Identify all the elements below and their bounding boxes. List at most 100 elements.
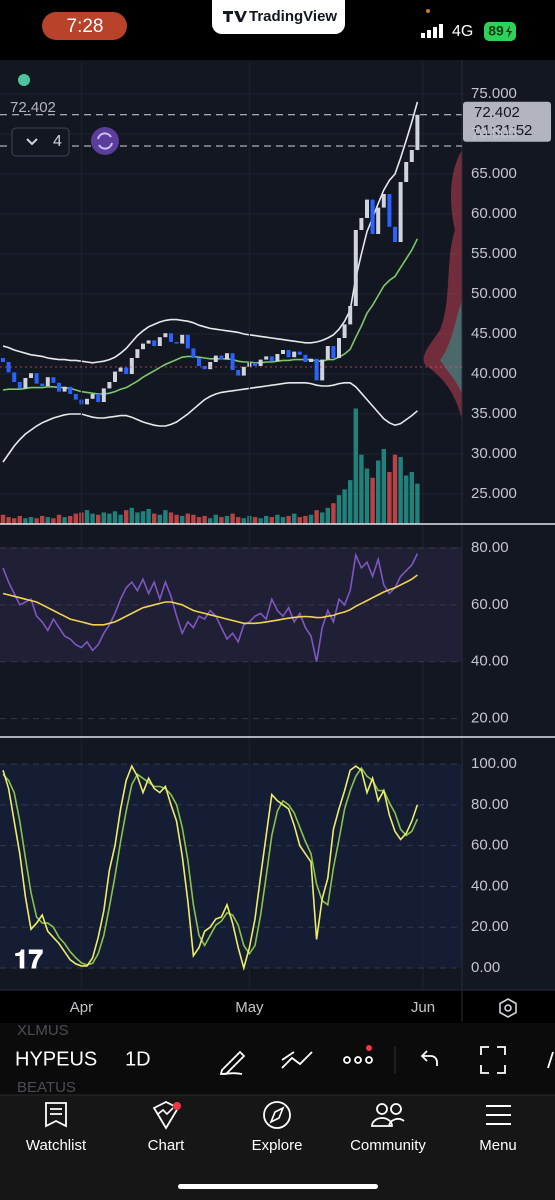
candle	[275, 354, 280, 362]
y-tick-label: 80.00	[471, 539, 509, 556]
candle	[241, 366, 246, 376]
fullscreen-icon[interactable]	[480, 1046, 506, 1074]
toolbar	[0, 1023, 555, 1095]
lines-icon[interactable]	[281, 1051, 313, 1069]
series-line	[2, 574, 418, 626]
y-tick-label: 60.00	[471, 596, 509, 613]
draw-icon[interactable]	[219, 1050, 246, 1075]
home-indicator	[178, 1184, 378, 1189]
candle	[6, 362, 11, 373]
volume-bar	[314, 510, 319, 524]
candle	[393, 226, 397, 242]
interval[interactable]: 1D	[125, 1048, 151, 1070]
volume-bar	[269, 517, 274, 524]
nav-label[interactable]: Menu	[479, 1137, 517, 1154]
volume-bar	[241, 518, 246, 524]
volume-bar	[230, 513, 235, 524]
candle	[314, 358, 319, 381]
battery-level: 89	[488, 23, 504, 39]
y-tick-label: 30.000	[471, 445, 517, 462]
signal-bars	[421, 24, 443, 38]
status-time: 7:28	[67, 16, 104, 37]
candle	[129, 358, 134, 374]
candle	[225, 353, 229, 360]
symbol-next[interactable]: BEATUS	[17, 1079, 76, 1096]
volume-bar	[45, 517, 50, 524]
candle	[57, 382, 61, 392]
volume-bar	[140, 511, 146, 524]
y-tick-label: 55.000	[471, 245, 517, 262]
sync-button[interactable]	[91, 127, 119, 155]
volume-bar	[275, 514, 280, 524]
x-tick-label: May	[235, 999, 264, 1016]
volume-bar	[398, 457, 403, 524]
candle	[185, 334, 190, 349]
nav-label[interactable]: Watchlist	[26, 1137, 87, 1154]
candle	[320, 359, 325, 381]
candle	[180, 334, 185, 344]
community-icon[interactable]	[371, 1103, 405, 1127]
y-tick-label: 60.000	[471, 205, 517, 222]
price-badge	[463, 101, 551, 142]
series-line	[2, 382, 418, 463]
candle	[197, 358, 201, 366]
candle	[286, 350, 291, 358]
undo-icon[interactable]	[420, 1050, 438, 1066]
network: 4G	[452, 23, 473, 40]
volume-bar	[224, 515, 230, 524]
settings-icon[interactable]	[499, 998, 517, 1018]
candle	[62, 386, 67, 392]
explore-icon[interactable]	[263, 1101, 291, 1129]
app-pill	[212, 0, 345, 34]
volume-bar	[168, 512, 174, 524]
candle	[398, 182, 403, 242]
candle	[342, 324, 347, 338]
candle	[169, 333, 173, 342]
volume-bar	[40, 515, 45, 524]
volume-bar	[409, 472, 414, 524]
candle	[12, 372, 17, 382]
nav-label[interactable]: Chart	[148, 1137, 186, 1154]
y-tick-label: 80.00	[471, 796, 509, 813]
volume-bar	[84, 510, 90, 524]
indicator-toggle[interactable]	[11, 127, 70, 157]
badge-price: 72.402	[474, 104, 520, 121]
y-tick-label: 65.000	[471, 165, 517, 182]
symbol-current[interactable]: HYPEUS	[15, 1048, 97, 1070]
chart-icon-line	[157, 1107, 174, 1116]
volume-bar	[292, 513, 297, 524]
candle	[337, 338, 341, 358]
menu-icon[interactable]	[486, 1105, 511, 1125]
symbol-prev[interactable]: XLMUS	[17, 1022, 69, 1039]
volume-bar	[23, 518, 28, 524]
watchlist-icon[interactable]	[45, 1102, 67, 1128]
volume-bar	[213, 514, 218, 524]
volume-bar	[348, 480, 353, 524]
candle	[415, 114, 420, 150]
y-tick-label: 35.000	[471, 405, 517, 422]
candle	[269, 356, 274, 362]
more-icon[interactable]	[343, 1056, 373, 1064]
volume-bar	[404, 475, 409, 524]
y-tick-label: 40.00	[471, 653, 509, 670]
volume-bar	[286, 515, 291, 524]
sync-icon	[97, 132, 113, 150]
x-tick-label: Apr	[70, 999, 93, 1016]
volume-bar	[202, 515, 207, 524]
nav-label[interactable]: Community	[350, 1137, 426, 1154]
candle	[191, 348, 196, 358]
nav-label[interactable]: Explore	[252, 1137, 303, 1154]
candle	[381, 194, 386, 208]
y-tick-label: 100.00	[471, 755, 517, 772]
candle	[73, 394, 78, 400]
candle	[208, 362, 213, 370]
volume-bar	[325, 507, 330, 524]
volume-bar	[370, 477, 375, 524]
volume-bar	[12, 518, 17, 524]
volume-bar	[146, 508, 151, 524]
plot-area	[0, 62, 462, 990]
indicator-count: 4	[53, 133, 62, 150]
volume-bar	[342, 489, 347, 524]
y-tick-label: 25.000	[471, 485, 517, 502]
